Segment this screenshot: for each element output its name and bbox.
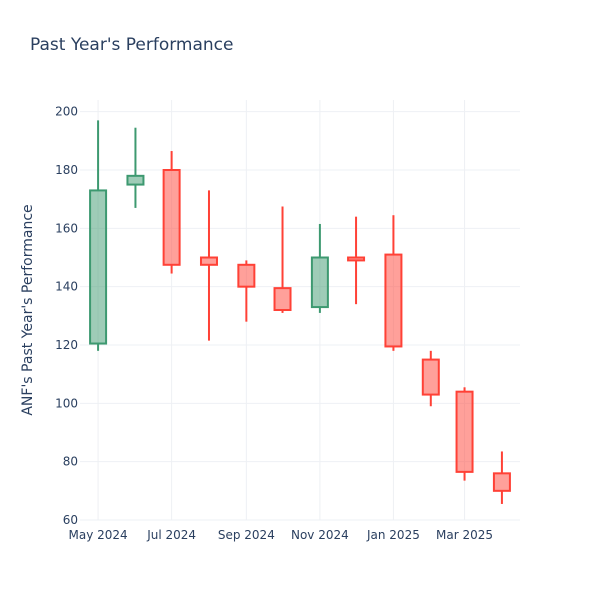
candle-decreasing [199, 190, 218, 341]
candle-body [384, 253, 403, 348]
y-tick-label: 200 [55, 105, 78, 119]
candle-body [237, 263, 256, 288]
y-tick-label: 180 [55, 163, 78, 177]
y-tick-label: 120 [55, 338, 78, 352]
candle-body [199, 256, 218, 266]
candle-body [492, 472, 511, 492]
candle-decreasing [347, 216, 366, 305]
candle-decreasing [162, 151, 181, 274]
candle-increasing [310, 223, 329, 313]
candle-decreasing [492, 451, 511, 504]
y-tick-label: 100 [55, 396, 78, 410]
x-tick-label: Nov 2024 [291, 528, 349, 542]
y-tick-label: 160 [55, 221, 78, 235]
y-tick-label: 80 [63, 455, 78, 469]
x-tick-label: Jul 2024 [146, 528, 196, 542]
y-tick-label: 140 [55, 280, 78, 294]
candle-decreasing [237, 260, 256, 322]
candle-decreasing [273, 206, 292, 313]
candle-decreasing [384, 215, 403, 351]
candle-decreasing [455, 387, 474, 481]
chart-title: Past Year's Performance [30, 35, 234, 55]
candle-increasing [126, 127, 145, 208]
candle-increasing [89, 120, 108, 351]
x-tick-label: Mar 2025 [436, 528, 493, 542]
candle-body [421, 358, 440, 396]
candle-body [310, 256, 329, 309]
x-tick-label: Sep 2024 [218, 528, 275, 542]
candle-decreasing [421, 350, 440, 407]
candle-body [89, 189, 108, 345]
y-axis-ticks: 60 80 100 120 140 160 180 200 [55, 105, 78, 527]
candle-body [347, 256, 366, 262]
candles [89, 120, 511, 504]
candle-body [162, 169, 181, 266]
x-tick-label: Jan 2025 [366, 528, 420, 542]
y-tick-label: 60 [63, 513, 78, 527]
x-tick-label: May 2024 [68, 528, 127, 542]
y-axis-title: ANF's Past Year's Performance [20, 204, 36, 415]
candle-body [455, 390, 474, 473]
candle-body [273, 287, 292, 311]
candle-body [126, 174, 145, 186]
x-axis-ticks: May 2024 Jul 2024 Sep 2024 Nov 2024 Jan 2025… [68, 528, 493, 542]
